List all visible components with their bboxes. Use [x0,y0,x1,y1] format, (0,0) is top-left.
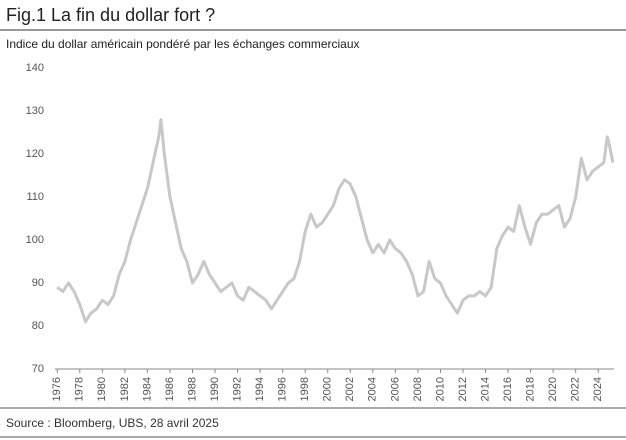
chart-title: Fig.1 La fin du dollar fort ? [6,5,215,25]
y-tick-label: 80 [32,320,44,332]
y-tick-label: 140 [26,62,44,74]
x-tick-label: 1998 [299,377,311,401]
x-tick-label: 2014 [479,377,491,401]
x-tick-label: 2010 [434,377,446,401]
x-tick-label: 1996 [277,377,289,401]
x-tick-label: 1990 [209,377,221,401]
y-tick-label: 90 [32,277,44,289]
x-tick-label: 1984 [141,377,153,401]
y-tick-label: 70 [32,363,44,375]
x-tick-label: 2000 [322,377,334,401]
x-tick-label: 2020 [547,377,559,401]
x-tick-label: 2012 [457,377,469,401]
source: Source : Bloomberg, UBS, 28 avril 2025 [6,416,219,430]
x-tick-label: 2008 [412,377,424,401]
y-tick-label: 120 [26,148,44,160]
x-tick-label: 2016 [502,377,514,401]
x-tick-label: 2024 [592,377,604,401]
x-tick-label: 1988 [186,377,198,401]
x-tick-label: 2018 [525,377,537,401]
x-tick-label: 1994 [254,377,266,401]
y-tick-label: 110 [26,191,44,203]
line-series [56,118,615,324]
y-tick-label: 130 [26,105,44,117]
x-tick-label: 2002 [344,377,356,401]
x-tick-label: 1982 [119,377,131,401]
x-tick-label: 1986 [164,377,176,401]
x-tick-label: 1980 [96,377,108,401]
x-tick-label: 2022 [570,377,582,401]
x-tick-label: 2004 [367,377,379,401]
x-tick-label: 1978 [74,377,86,401]
y-tick-label: 100 [26,234,44,246]
chart-subtitle: Indice du dollar américain pondéré par l… [6,37,360,51]
x-tick-label: 1992 [231,377,243,401]
x-tick-label: 1976 [51,377,63,401]
x-tick-label: 2006 [389,377,401,401]
